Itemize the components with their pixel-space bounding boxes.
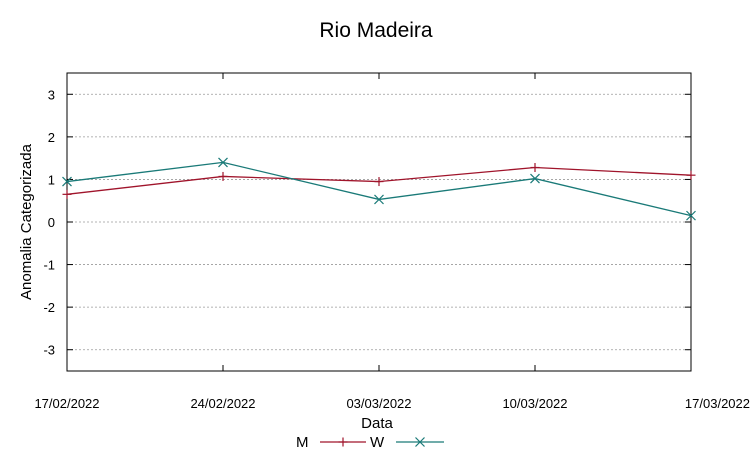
legend-label-W: W <box>370 434 385 451</box>
x-axis-ticks: 17/02/2022 24/02/2022 03/03/2022 10/03/2022… <box>34 73 750 411</box>
data-point-M <box>686 170 696 180</box>
x-tick-label: 24/02/2022 <box>190 396 255 411</box>
legend-marker-M <box>338 437 348 447</box>
y-tick-label: -3 <box>43 343 55 358</box>
x-tick-label: 17/02/2022 <box>34 396 99 411</box>
chart-title: Rio Madeira <box>319 19 433 42</box>
data-point-W <box>62 176 72 187</box>
data-point-W <box>374 194 384 205</box>
data-point-W <box>530 173 540 184</box>
data-point-W <box>686 210 696 221</box>
data-point-M <box>62 189 72 199</box>
y-axis-label: Anomalia Categorizada <box>18 143 35 300</box>
y-tick-label: -1 <box>43 258 55 273</box>
data-point-M <box>218 171 228 181</box>
grid-lines <box>67 93 691 351</box>
y-tick-label: 0 <box>48 215 55 230</box>
y-tick-label: 1 <box>48 172 55 187</box>
x-tick-label: 17/03/2022 <box>685 396 750 411</box>
legend-label-M: M <box>296 434 309 451</box>
legend-marker-W <box>415 437 425 447</box>
x-axis-label: Data <box>361 415 393 432</box>
data-point-W <box>218 157 228 168</box>
data-point-M <box>374 177 384 187</box>
y-axis-ticks: 3 2 1 0 -1 -2 -3 <box>43 87 691 358</box>
y-tick-label: 3 <box>48 87 55 102</box>
data-point-M <box>530 163 540 173</box>
series-lines <box>62 157 696 221</box>
x-tick-label: 10/03/2022 <box>502 396 567 411</box>
x-tick-label: 03/03/2022 <box>346 396 411 411</box>
y-tick-label: -2 <box>43 300 55 315</box>
y-tick-label: 2 <box>48 130 55 145</box>
